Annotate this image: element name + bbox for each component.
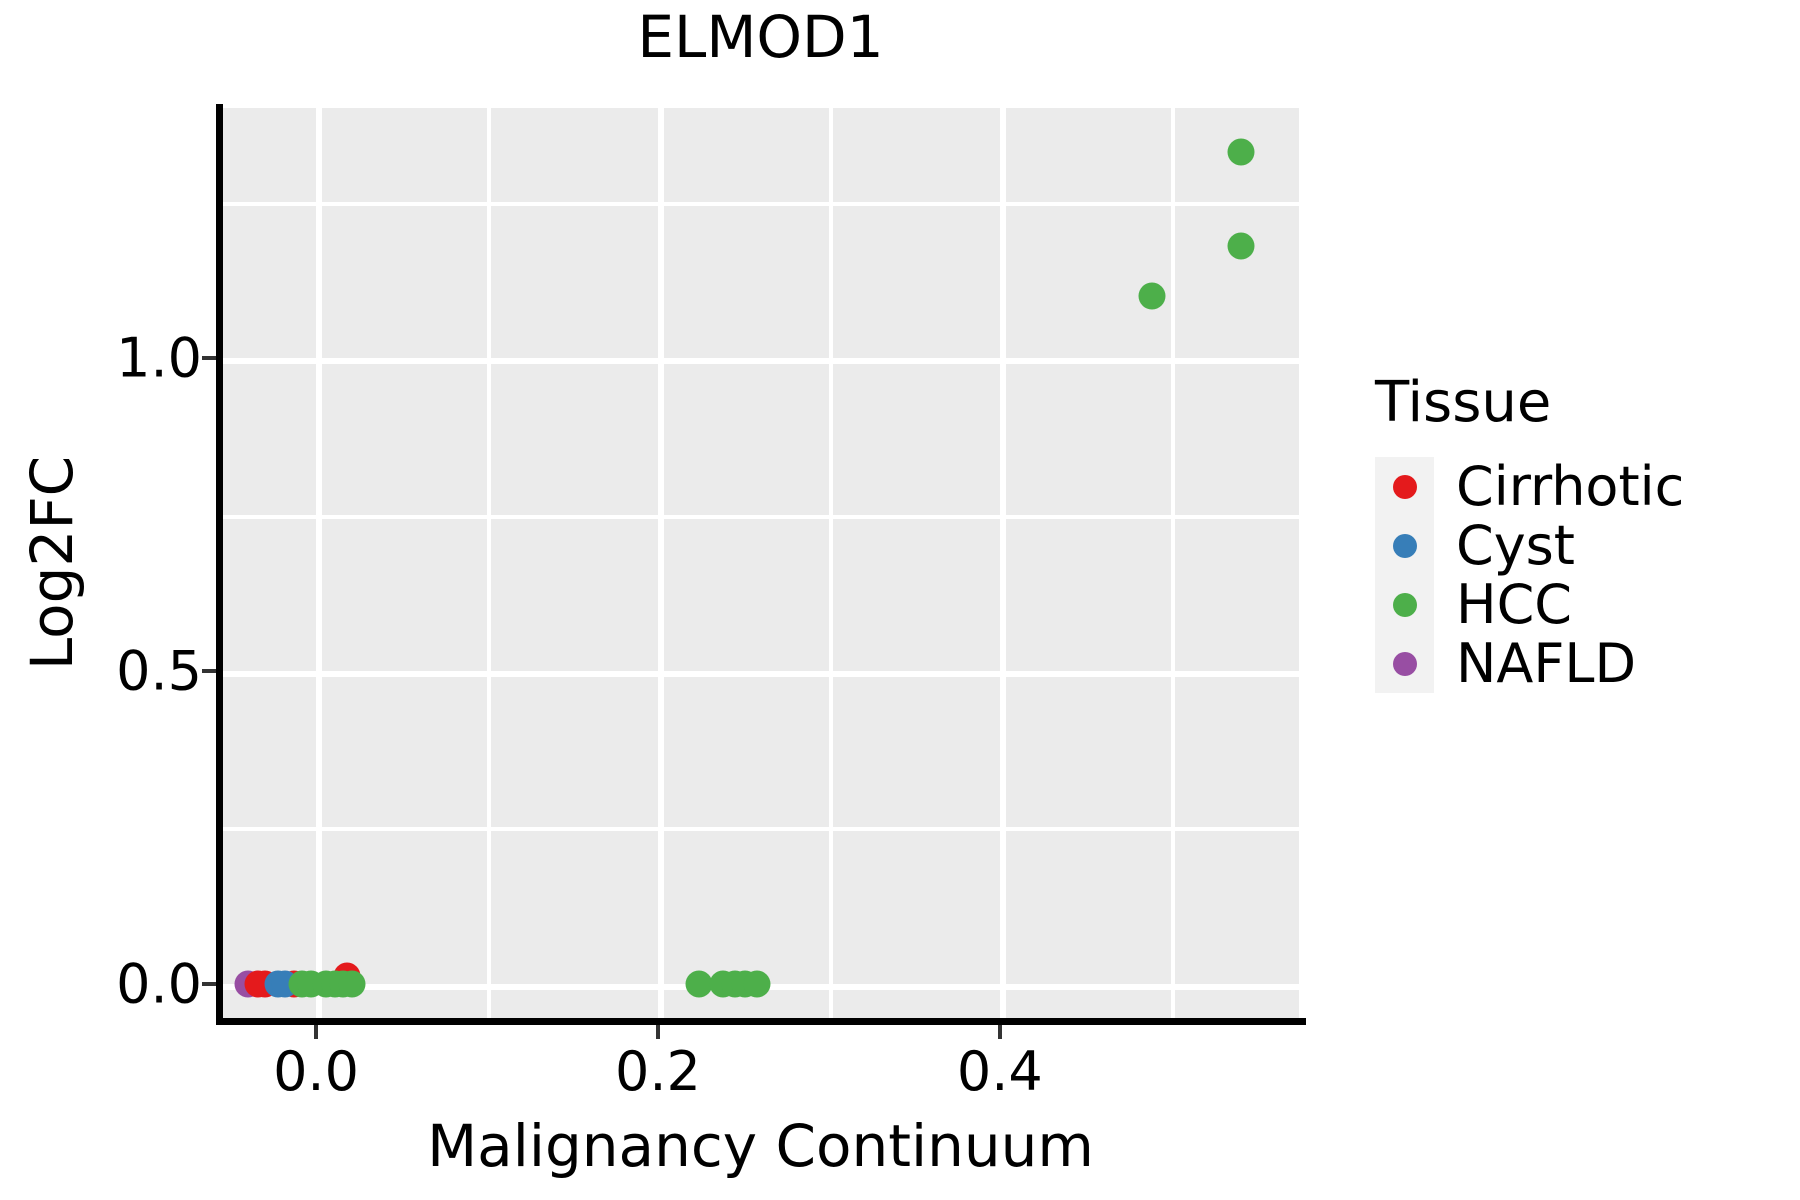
legend-dot-icon xyxy=(1392,533,1417,558)
legend-key-swatch xyxy=(1375,516,1434,575)
y-tick-mark xyxy=(202,668,216,673)
y-tick-label: 1.0 xyxy=(116,326,202,390)
data-point-hcc xyxy=(743,970,771,998)
gridline-horizontal xyxy=(222,358,1299,365)
page-title: ELMOD1 xyxy=(637,3,884,71)
x-tick-mark xyxy=(997,1025,1002,1039)
gridline-vertical xyxy=(316,108,323,1018)
y-tick-label: 0.5 xyxy=(116,639,202,703)
legend-item-cyst[interactable]: Cyst xyxy=(1375,516,1795,575)
legend-item-hcc[interactable]: HCC xyxy=(1375,575,1795,634)
data-point-hcc xyxy=(338,970,366,998)
y-axis-line xyxy=(216,104,223,1022)
x-tick-mark xyxy=(314,1025,319,1039)
gridline-horizontal xyxy=(222,827,1299,832)
x-tick-mark xyxy=(655,1025,660,1039)
y-axis-title: Log2FC xyxy=(18,455,86,671)
x-tick-label: 0.2 xyxy=(614,1040,701,1103)
x-axis-line xyxy=(216,1018,1306,1025)
y-tick-mark xyxy=(202,356,216,361)
legend-item-cirrhotic[interactable]: Cirrhotic xyxy=(1375,457,1795,516)
legend-key-swatch xyxy=(1375,634,1434,693)
y-tick-mark xyxy=(202,981,216,986)
data-point-hcc xyxy=(685,970,713,998)
gridline-horizontal xyxy=(222,670,1299,677)
legend-item-label: Cirrhotic xyxy=(1456,454,1685,518)
legend-item-label: NAFLD xyxy=(1456,631,1637,695)
data-point-hcc xyxy=(1227,138,1255,166)
gridline-vertical xyxy=(657,108,664,1018)
y-tick-label: 0.0 xyxy=(116,952,202,1016)
legend-title: Tissue xyxy=(1375,370,1552,435)
gridline-vertical xyxy=(1170,108,1175,1018)
data-point-hcc xyxy=(1138,282,1166,310)
legend-item-label: Cyst xyxy=(1456,513,1575,577)
plot-panel xyxy=(222,108,1299,1018)
legend-dot-icon xyxy=(1392,592,1417,617)
legend-dot-icon xyxy=(1392,474,1417,499)
x-axis-title: Malignancy Continuum xyxy=(427,1112,1094,1180)
gridline-vertical xyxy=(828,108,833,1018)
legend: Tissue Cirrhotic Cyst HCC NAFLD xyxy=(1375,370,1795,693)
gridline-vertical xyxy=(486,108,491,1018)
x-tick-label: 0.0 xyxy=(273,1040,359,1103)
gridline-vertical xyxy=(999,108,1006,1018)
legend-dot-icon xyxy=(1392,651,1417,676)
legend-items: Cirrhotic Cyst HCC NAFLD xyxy=(1375,457,1795,693)
gridline-horizontal xyxy=(222,201,1299,206)
gridline-horizontal xyxy=(222,514,1299,519)
legend-key-swatch xyxy=(1375,457,1434,516)
x-tick-label: 0.4 xyxy=(956,1040,1043,1103)
legend-key-swatch xyxy=(1375,575,1434,634)
legend-item-nafld[interactable]: NAFLD xyxy=(1375,634,1795,693)
legend-item-label: HCC xyxy=(1456,572,1573,636)
data-point-hcc xyxy=(1227,232,1255,260)
